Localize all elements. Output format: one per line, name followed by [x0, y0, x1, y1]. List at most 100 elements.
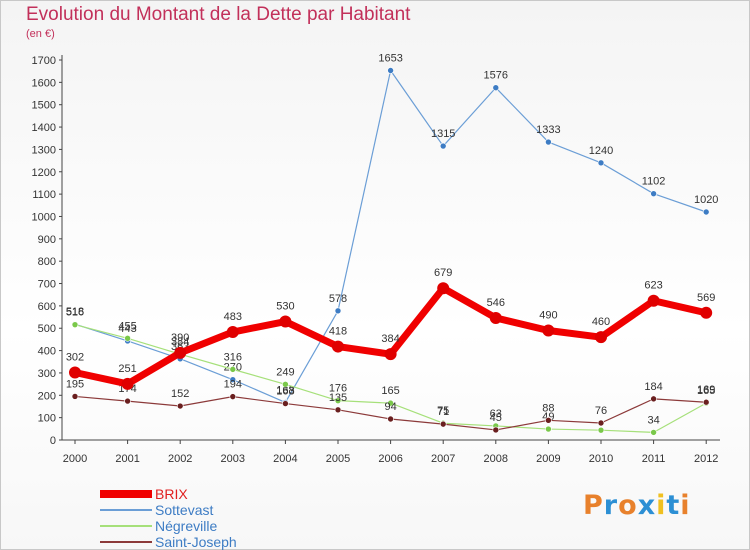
data-label: 390: [171, 332, 189, 344]
data-label: 518: [66, 306, 84, 318]
data-label: 165: [697, 385, 715, 397]
data-point: [121, 377, 134, 390]
data-point: [545, 138, 552, 146]
data-label: 1653: [378, 53, 402, 65]
data-point: [700, 306, 713, 319]
y-tick-label: 1200: [32, 167, 56, 179]
data-point: [334, 406, 342, 414]
data-label: 88: [542, 402, 554, 414]
data-point: [229, 376, 237, 383]
data-point: [492, 84, 500, 92]
data-point: [650, 190, 657, 197]
proxiti-logo: Proxiti: [583, 490, 691, 521]
legend-label-sottevast: Sottevast: [155, 502, 214, 518]
x-tick-label: 2001: [115, 453, 139, 465]
logo-letter: P: [583, 490, 604, 521]
y-tick-label: 1700: [32, 55, 56, 67]
data-label: 176: [329, 383, 347, 395]
data-label: 483: [224, 311, 242, 323]
data-label: 1315: [431, 128, 455, 140]
data-point: [595, 331, 607, 344]
data-point: [702, 398, 710, 406]
unit-label: (en €): [26, 28, 55, 40]
data-label: 460: [592, 316, 610, 328]
data-point: [282, 400, 289, 407]
data-label: 679: [434, 267, 452, 279]
data-point: [279, 315, 292, 328]
x-tick-label: 2011: [642, 453, 666, 465]
data-point: [334, 307, 342, 315]
data-point: [702, 208, 710, 216]
data-label: 546: [487, 297, 505, 309]
data-label: 516: [66, 307, 84, 319]
data-point: [229, 366, 237, 373]
legend-label-negreville: Négreville: [155, 518, 218, 534]
x-tick-label: 2009: [536, 453, 560, 465]
data-label: 135: [329, 392, 347, 404]
data-label: 195: [66, 378, 84, 390]
data-label: 384: [381, 333, 399, 345]
data-label: 251: [118, 363, 136, 375]
data-label: 490: [539, 309, 557, 321]
y-tick-label: 1400: [32, 122, 56, 134]
y-tick-label: 1300: [32, 144, 56, 156]
data-point: [545, 417, 552, 424]
data-point: [439, 142, 447, 150]
data-point: [650, 429, 657, 436]
data-label: 1102: [642, 176, 666, 188]
y-tick-label: 500: [38, 323, 56, 335]
x-tick-label: 2000: [63, 453, 87, 465]
data-label: 71: [437, 406, 449, 418]
data-point: [647, 294, 660, 307]
data-point: [384, 348, 397, 361]
logo-letter: x: [637, 490, 657, 521]
data-label: 194: [224, 379, 242, 391]
data-point: [489, 311, 502, 324]
data-point: [124, 397, 131, 405]
y-tick-label: 400: [38, 346, 56, 358]
x-tick-label: 2002: [168, 453, 192, 465]
data-point: [387, 415, 394, 423]
y-tick-label: 800: [38, 256, 56, 268]
y-tick-label: 700: [38, 279, 56, 291]
data-label: 578: [329, 293, 347, 305]
data-label: 75: [437, 405, 449, 417]
data-label: 45: [490, 412, 502, 424]
data-label: 249: [276, 366, 294, 378]
y-tick-label: 200: [38, 390, 56, 402]
data-point: [124, 334, 131, 342]
data-label: 94: [384, 401, 396, 413]
data-point: [69, 366, 81, 379]
data-point: [597, 426, 605, 434]
data-point: [176, 402, 184, 410]
logo-letter: i: [680, 490, 691, 521]
data-label: 163: [276, 386, 294, 398]
y-tick-label: 100: [38, 413, 56, 425]
data-point: [437, 282, 450, 295]
data-point: [282, 381, 289, 388]
logo-letter: r: [603, 490, 619, 521]
x-tick-label: 2012: [694, 453, 718, 465]
data-label: 1576: [484, 70, 508, 82]
data-label: 1333: [536, 124, 560, 136]
data-label: 184: [644, 381, 662, 393]
y-tick-label: 1500: [32, 100, 56, 112]
data-label: 455: [118, 320, 136, 332]
data-point: [597, 159, 605, 167]
data-label: 418: [329, 326, 347, 338]
y-tick-label: 0: [50, 435, 56, 447]
data-point: [387, 67, 394, 74]
data-point: [71, 393, 79, 400]
data-label: 76: [595, 405, 607, 417]
data-label: 34: [647, 414, 659, 426]
data-point: [387, 399, 394, 407]
legend-swatch-sottevast: [100, 509, 152, 511]
data-label: 569: [697, 292, 715, 304]
x-tick-label: 2007: [431, 453, 455, 465]
data-point: [439, 420, 447, 428]
legend-swatch-brix: [100, 490, 152, 498]
data-point: [542, 324, 555, 337]
data-label: 316: [224, 351, 242, 363]
data-point: [71, 321, 79, 328]
